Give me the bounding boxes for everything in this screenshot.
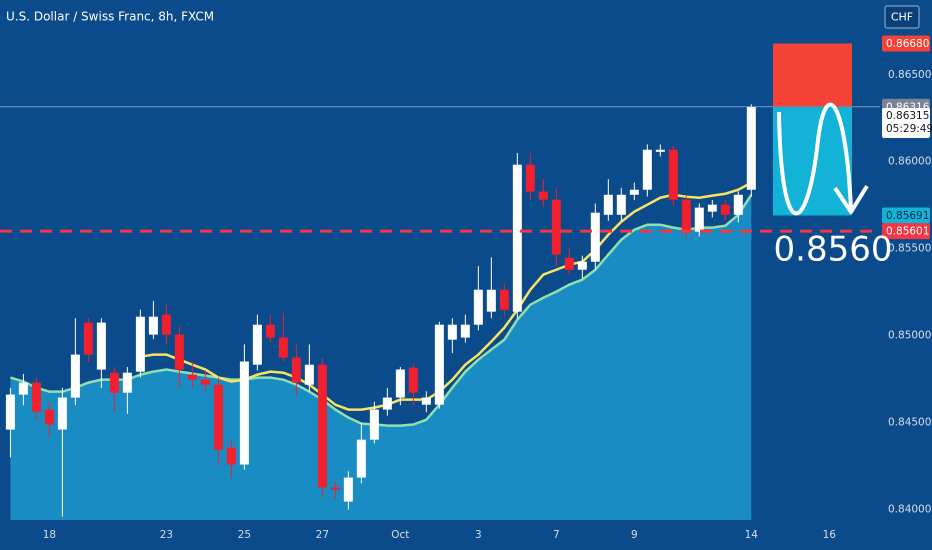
candle-body [499, 289, 509, 310]
candle-body [473, 289, 483, 325]
target-price-tag-bg [882, 207, 930, 224]
candle-body [57, 397, 67, 430]
annotation: 0.8560 [774, 230, 893, 270]
candle-body [616, 194, 626, 215]
candle-body [525, 164, 535, 192]
candle-body [512, 164, 522, 312]
x-tick-label: 7 [553, 529, 560, 541]
x-tick-label: 3 [475, 529, 482, 541]
y-tick-label: 0.84000 [888, 504, 931, 516]
x-tick-label: 27 [316, 529, 329, 541]
x-tick-label: 14 [745, 529, 759, 541]
x-tick-label: 23 [160, 529, 173, 541]
candle-body [590, 212, 600, 262]
ma-line [10, 194, 753, 427]
candle-body [31, 382, 41, 412]
candle-body [278, 337, 288, 358]
y-tick-label: 0.85000 [888, 330, 931, 342]
candle-body [681, 199, 691, 232]
candle-body [252, 324, 262, 365]
candle-body [226, 447, 236, 465]
x-tick-label: 9 [631, 529, 638, 541]
candle-body [707, 204, 717, 212]
candle-body [109, 372, 119, 393]
stop-zone [773, 43, 852, 107]
candle-body [330, 487, 340, 490]
candle-body [122, 372, 132, 393]
ma-area [10, 194, 752, 521]
plot-area [0, 43, 880, 521]
y-tick-label: 0.86500 [888, 69, 931, 81]
candle-body [668, 149, 678, 200]
candle-body [187, 374, 197, 380]
candle-body [629, 189, 639, 195]
candle-body [733, 194, 743, 215]
candle-body [720, 204, 730, 215]
chart-title: U.S. Dollar / Swiss Franc, 8h, FXCM [6, 10, 214, 24]
arrow-curve [777, 102, 853, 216]
countdown: 05:29:49 [886, 123, 932, 135]
candle-body [577, 261, 587, 270]
candle-body [655, 149, 665, 152]
candle-body [460, 324, 470, 338]
candle-body [44, 409, 54, 425]
candle-body [564, 257, 574, 270]
y-tick-label: 0.85500 [888, 243, 931, 255]
candle-body [408, 367, 418, 393]
candle-body [642, 149, 652, 190]
candle-body [395, 369, 405, 398]
candle-body [18, 382, 28, 395]
candle-body [304, 364, 314, 385]
last-price-tag: 0.86315 [886, 110, 929, 122]
candle-body [603, 194, 613, 215]
candle-body [746, 106, 756, 190]
x-tick-label: 25 [238, 529, 251, 541]
candle-body [382, 397, 392, 410]
candle-body [551, 199, 561, 255]
forecast-arrow [777, 102, 869, 216]
x-tick-label: 18 [43, 529, 56, 541]
arrow-head [833, 184, 869, 214]
level-price-tag: 0.85601 [886, 226, 929, 238]
candle-body [70, 354, 80, 398]
currency-box[interactable] [884, 5, 920, 29]
candle-body [369, 409, 379, 440]
stop-price-tag-bg [882, 35, 930, 52]
candle-body [148, 316, 158, 335]
candle-body [161, 314, 171, 335]
candle-body [421, 397, 431, 405]
stop-price-tag: 0.86680 [886, 38, 929, 50]
candle-body [538, 191, 548, 200]
candle-body [356, 439, 366, 478]
y-tick-label: 0.84500 [888, 417, 931, 429]
candle-body [694, 207, 704, 232]
candle-body [135, 316, 145, 372]
candle-body [343, 477, 353, 502]
candle-body [5, 394, 15, 430]
target-price-tag: 0.85691 [886, 210, 929, 222]
candle-body [486, 289, 496, 312]
candle-body [213, 384, 223, 450]
candle-body [447, 324, 457, 340]
candle-body [317, 364, 327, 488]
x-tick-label: Oct [391, 529, 409, 541]
candle-body [434, 324, 444, 405]
candle-body [96, 322, 106, 370]
candle-body [291, 357, 301, 383]
candle-body [239, 361, 249, 465]
candle-body [265, 324, 275, 338]
x-tick-label: 16 [823, 529, 837, 541]
level-price-tag-bg [882, 223, 930, 240]
currency-label[interactable]: CHF [891, 11, 913, 24]
candle-body [200, 379, 210, 385]
candle-body [83, 322, 93, 355]
y-tick-label: 0.86000 [888, 156, 931, 168]
candle-body [174, 334, 184, 370]
last-price-bg [882, 107, 930, 138]
price-axis: 18 23 25 27 Oct 3 7 9 14 160.865000.860000.855000… [43, 35, 932, 541]
